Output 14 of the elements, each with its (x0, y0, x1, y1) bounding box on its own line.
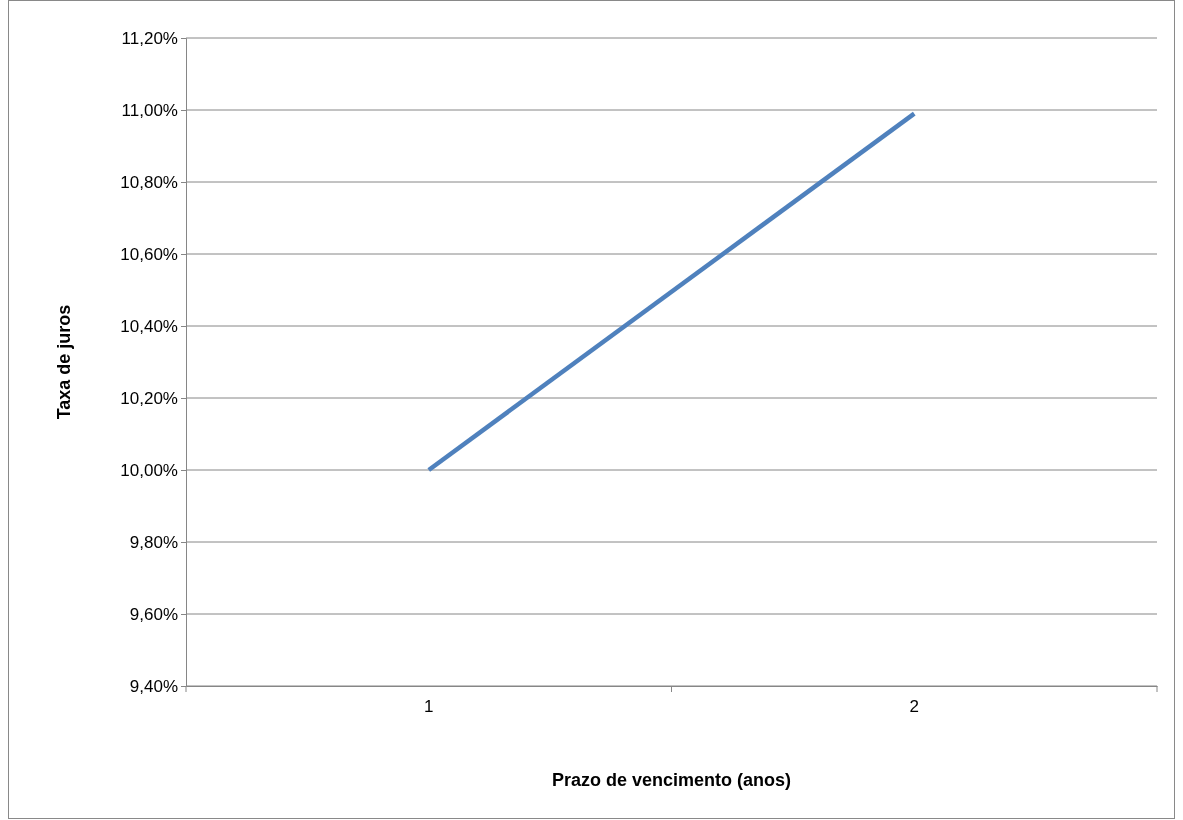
y-tick-label: 11,20% (121, 28, 178, 48)
x-axis-title: Prazo de vencimento (anos) (551, 770, 792, 790)
y-tick-label: 10,80% (120, 172, 178, 192)
x-tick-label: 1 (424, 697, 434, 717)
y-axis-title: Taxa de juros (54, 304, 74, 420)
y-tick-label: 10,20% (120, 388, 178, 408)
y-tick-label: 10,00% (120, 460, 178, 480)
y-tick-label: 9,60% (129, 604, 178, 624)
y-tick-label: 10,60% (120, 244, 178, 264)
y-tick-label: 10,40% (120, 316, 178, 336)
y-tick-label: 9,40% (129, 676, 178, 696)
x-tick-label: 2 (909, 697, 919, 717)
y-tick-label: 9,80% (129, 532, 178, 552)
y-tick-label: 11,00% (121, 100, 178, 120)
